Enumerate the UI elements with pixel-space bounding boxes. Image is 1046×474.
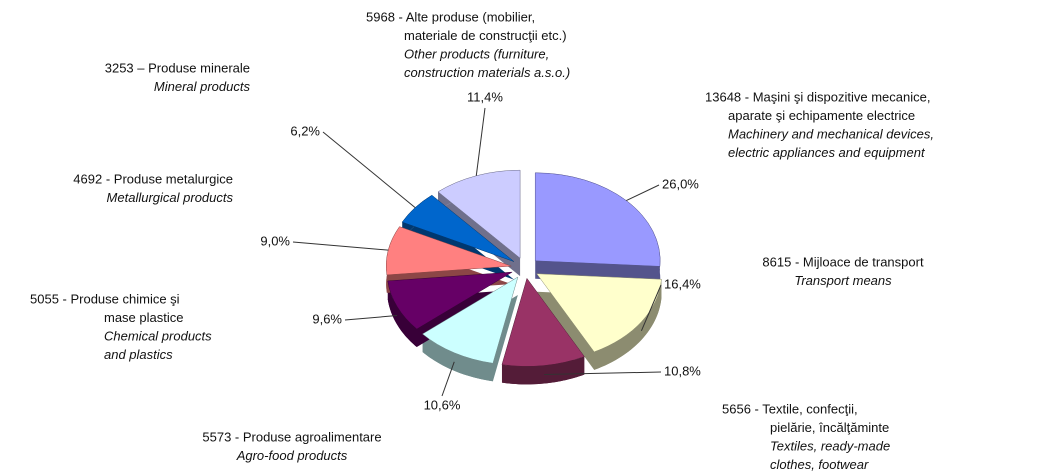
value-label: 9,6% [312, 311, 342, 326]
slice [386, 226, 512, 276]
category-label-en: Transport means [794, 273, 892, 288]
category-label-en: electric appliances and equipment [728, 145, 926, 160]
category-label: 8615 - Mijloace de transport [762, 254, 924, 269]
leader-line [322, 131, 416, 209]
category-label: 3253 – Produse minerale [105, 60, 250, 75]
category-label-en: construction materials a.s.o.) [404, 65, 570, 80]
value-label: 9,0% [260, 233, 290, 248]
value-label: 11,4% [467, 89, 503, 104]
category-label-en: Mineral products [154, 79, 251, 94]
slice [401, 194, 515, 262]
category-label-en: Chemical products [104, 328, 212, 343]
category-label-en: clothes, footwear [770, 457, 869, 472]
category-label-en: Agro-food products [236, 448, 348, 463]
slice-side [387, 280, 417, 348]
slice [534, 172, 661, 267]
category-label: 5656 - Textile, confecţii, [722, 401, 858, 416]
leader-line [475, 107, 486, 176]
slice-side [422, 333, 493, 382]
value-label: 6,2% [290, 123, 320, 138]
category-label-en: and plastics [104, 347, 173, 362]
category-label-en: Metallurgical products [107, 190, 234, 205]
slice [422, 276, 519, 364]
leader-line [640, 284, 662, 332]
category-label: 5968 - Alte produse (mobilier, [366, 9, 535, 24]
category-label: materiale de construcţii etc.) [404, 28, 567, 43]
value-label: 10,6% [424, 397, 461, 412]
category-label: aparate şi echipamente electrice [728, 108, 915, 123]
category-label-en: Textiles, ready-made [770, 438, 890, 453]
category-label: 13648 - Maşini şi dispozitive mecanice, [705, 89, 930, 104]
leader-line [544, 371, 662, 376]
slice [387, 271, 513, 330]
value-label: 26,0% [662, 176, 699, 191]
category-label: pielărie, încălţăminte [770, 420, 889, 435]
category-label-en: Other products (furniture, [404, 46, 549, 61]
value-label: 16,4% [664, 276, 701, 291]
leader-line [292, 241, 389, 251]
slice-side [594, 279, 662, 370]
slice-side [501, 356, 585, 385]
category-label: 4692 - Produse metalurgice [73, 171, 233, 186]
leader-line [441, 361, 455, 397]
category-label-en: Machinery and mechanical devices, [728, 126, 934, 141]
leader-line [626, 184, 660, 202]
slice-tops [386, 169, 662, 367]
category-label: mase plastice [104, 310, 183, 325]
slice [501, 277, 585, 367]
category-label: 5055 - Produse chimice şi [30, 291, 180, 306]
value-label: 10,8% [664, 363, 701, 378]
leader-line [344, 315, 398, 321]
category-label: 5573 - Produse agroalimentare [202, 429, 381, 444]
